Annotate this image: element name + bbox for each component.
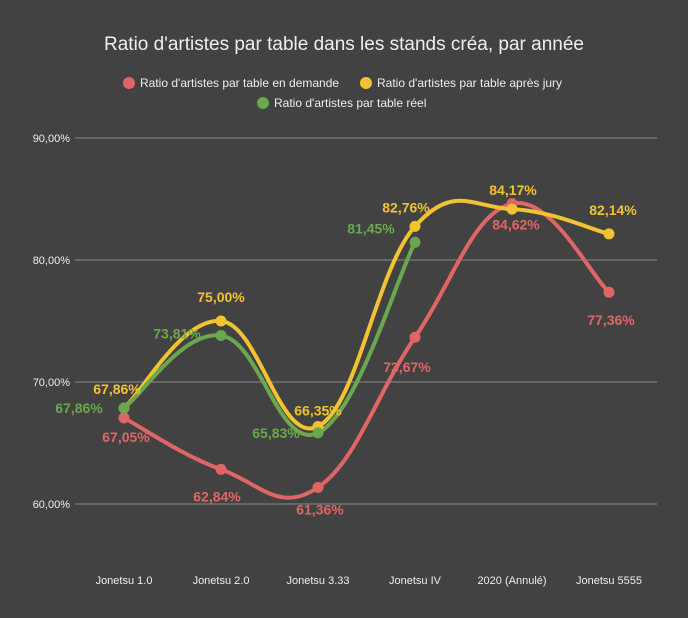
y-tick-label: 80,00% [33,255,71,267]
legend-label-demande: Ratio d'artistes par table en demande [140,76,339,90]
data-label-reel: 67,86% [55,400,103,416]
legend-marker-reel [257,97,269,109]
legend-label-jury: Ratio d'artistes par table après jury [377,76,562,90]
data-point-jury[interactable] [506,203,518,215]
data-point-reel[interactable] [215,330,227,342]
data-point-jury[interactable] [409,220,421,232]
legend-item-jury[interactable]: Ratio d'artistes par table après jury [360,76,562,90]
legend-marker-jury [360,77,372,89]
data-label-reel: 81,45% [347,220,395,236]
data-label-jury: 84,17% [489,182,537,198]
x-axis-ticks: Jonetsu 1.0 Jonetsu 2.0 Jonetsu 3.33 Jonets… [96,575,642,587]
chart-title: Ratio d'artistes par table dans les stan… [104,34,584,55]
data-label-jury: 67,86% [93,381,141,397]
data-point-demande[interactable] [603,286,615,298]
data-point-demande[interactable] [215,463,227,475]
data-label-demande: 62,84% [193,488,241,504]
data-label-jury: 75,00% [197,289,245,305]
gridlines [75,137,657,505]
data-label-reel: 73,81% [153,326,201,342]
data-point-demande[interactable] [118,412,130,424]
x-tick-label: Jonetsu 1.0 [96,575,153,587]
data-point-jury[interactable] [215,315,227,327]
legend: Ratio d'artistes par table en demande Ra… [123,76,562,110]
data-point-demande[interactable] [312,481,324,493]
x-tick-label: Jonetsu 5555 [576,575,642,587]
series-points [118,198,615,493]
data-label-jury: 82,14% [589,202,637,218]
legend-item-reel[interactable]: Ratio d'artistes par table réel [257,96,426,110]
y-tick-label: 70,00% [33,377,71,389]
legend-marker-demande [123,77,135,89]
data-label-demande: 67,05% [102,429,150,445]
y-tick-label: 60,00% [33,499,71,511]
data-label-jury: 66,35% [294,403,342,419]
series-line-reel [122,240,417,437]
x-tick-label: Jonetsu 3.33 [287,575,350,587]
x-tick-label: Jonetsu 2.0 [193,575,250,587]
x-tick-label: 2020 (Annulé) [477,575,546,587]
x-tick-label: Jonetsu IV [389,575,442,587]
y-tick-label: 90,00% [33,133,71,145]
legend-item-demande[interactable]: Ratio d'artistes par table en demande [123,76,339,90]
data-point-jury[interactable] [603,228,615,240]
data-labels: 67,05% 62,84% 61,36% 73,67% 84,62% 77,36% 67,8… [55,182,637,517]
data-label-demande: 77,36% [587,312,635,328]
data-point-reel[interactable] [409,236,421,248]
data-label-jury: 82,76% [382,199,430,215]
data-point-reel[interactable] [118,402,130,414]
data-label-demande: 73,67% [383,359,431,375]
data-label-demande: 84,62% [492,217,540,233]
data-label-reel: 65,83% [252,425,300,441]
y-axis-ticks: 60,00% 70,00% 80,00% 90,00% [33,133,71,511]
data-point-demande[interactable] [409,331,421,343]
legend-label-reel: Ratio d'artistes par table réel [274,96,426,110]
data-label-demande: 61,36% [296,501,344,517]
data-point-reel[interactable] [312,427,324,439]
